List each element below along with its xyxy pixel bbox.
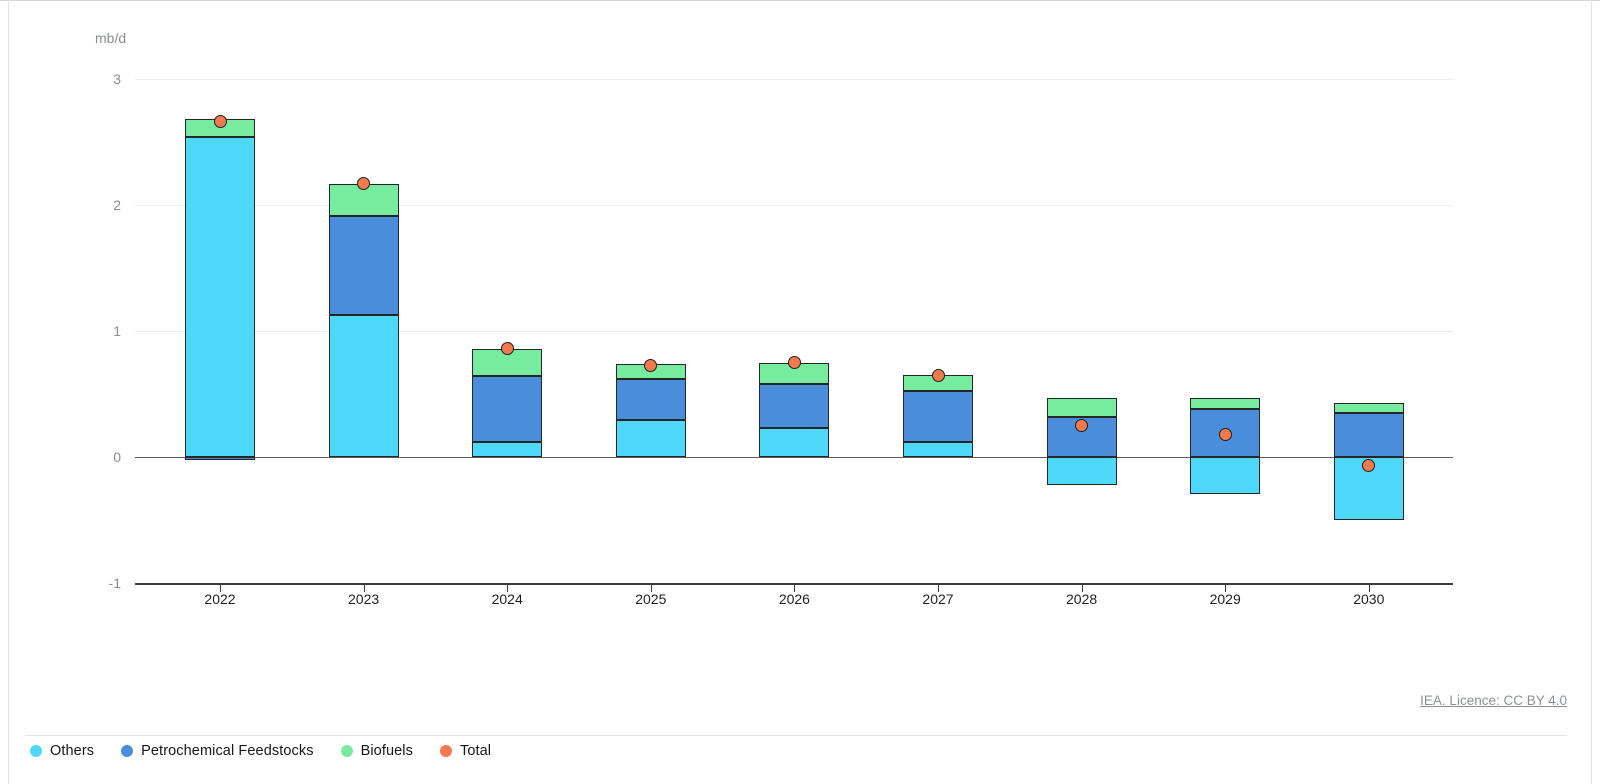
bar-segment-others-2025[interactable] xyxy=(615,420,686,457)
total-point-2026[interactable] xyxy=(787,356,801,369)
legend-item-total[interactable]: Total xyxy=(439,743,492,759)
bar-segment-petrochemical-feedstocks-2027[interactable] xyxy=(903,391,973,442)
bar-segment-biofuels-2030[interactable] xyxy=(1333,402,1404,413)
total-point-2030[interactable] xyxy=(1362,459,1376,473)
total-point-2027[interactable] xyxy=(931,368,945,382)
x-axis-tick-2022 xyxy=(220,585,221,592)
total-point-2024[interactable] xyxy=(500,342,514,356)
legend-item-others[interactable]: Others xyxy=(30,743,94,759)
x-axis-tick-2026 xyxy=(794,585,796,592)
total-series-dot-icon xyxy=(439,745,452,757)
bar-segment-petrochemical-feedstocks-2022[interactable] xyxy=(185,457,255,460)
x-axis-label-2027: 2027 xyxy=(922,591,954,607)
bar-segment-others-2022[interactable] xyxy=(185,136,255,457)
legend-label-others: Others xyxy=(50,743,95,759)
x-axis-tick-2028 xyxy=(1081,585,1083,592)
bar-segment-others-2027[interactable] xyxy=(903,441,973,457)
gridline-y-3 xyxy=(135,79,1453,80)
x-axis-label-2022: 2022 xyxy=(204,591,236,607)
bar-segment-biofuels-2028[interactable] xyxy=(1046,397,1117,417)
total-point-2025[interactable] xyxy=(644,358,658,372)
zero-baseline xyxy=(135,457,1453,458)
x-axis-label-2030: 2030 xyxy=(1353,591,1385,607)
legend-divider xyxy=(25,735,1567,736)
bar-segment-others-2023[interactable] xyxy=(328,314,399,457)
x-axis-label-2023: 2023 xyxy=(348,591,380,607)
bar-segment-petrochemical-feedstocks-2030[interactable] xyxy=(1333,412,1404,457)
legend-label-biofuels: Biofuels xyxy=(360,743,413,759)
panel-top-border xyxy=(0,0,1600,1)
bar-segment-petrochemical-feedstocks-2026[interactable] xyxy=(759,383,830,428)
legend-item-biofuels[interactable]: Biofuels xyxy=(340,743,413,759)
petrochemical-series-dot-icon xyxy=(121,745,134,757)
bar-segment-others-2029[interactable] xyxy=(1190,457,1261,494)
legend-label-petrochemical-feedstocks: Petrochemical Feedstocks xyxy=(141,743,314,759)
total-point-2028[interactable] xyxy=(1075,419,1089,432)
x-axis-tick-2023 xyxy=(363,585,365,592)
x-axis-label-2024: 2024 xyxy=(491,591,523,607)
gridline-y-1 xyxy=(135,331,1453,332)
biofuels-series-dot-icon xyxy=(340,745,353,757)
gridline-y-2 xyxy=(135,205,1453,206)
y-axis-tick-label-3: 3 xyxy=(113,71,121,87)
bar-segment-petrochemical-feedstocks-2023[interactable] xyxy=(328,216,399,315)
bar-segment-others-2028[interactable] xyxy=(1046,457,1117,485)
total-point-2023[interactable] xyxy=(357,177,371,191)
bar-segment-biofuels-2029[interactable] xyxy=(1190,397,1261,410)
x-axis-tick-2024 xyxy=(507,585,509,592)
x-axis-label-2028: 2028 xyxy=(1066,591,1098,607)
bar-segment-petrochemical-feedstocks-2025[interactable] xyxy=(615,378,686,421)
panel-right-border xyxy=(1591,0,1592,784)
y-axis-tick-label-0: 0 xyxy=(113,449,121,465)
y-axis-tick-label-1: 1 xyxy=(113,323,121,339)
x-axis-line xyxy=(135,583,1453,585)
x-axis-tick-2030 xyxy=(1368,585,1370,592)
licence-link[interactable]: IEA. Licence: CC BY 4.0 xyxy=(1420,693,1567,708)
x-axis-label-2025: 2025 xyxy=(635,591,667,607)
x-axis-label-2029: 2029 xyxy=(1209,591,1241,607)
panel-left-border xyxy=(8,0,9,784)
bar-segment-petrochemical-feedstocks-2024[interactable] xyxy=(472,376,543,442)
chart-legend: Others Petrochemical Feedstocks Biofuels… xyxy=(30,743,491,759)
y-axis-tick-label-2: 2 xyxy=(113,197,121,213)
total-point-2029[interactable] xyxy=(1218,427,1232,441)
x-axis-tick-2025 xyxy=(650,585,652,592)
bar-segment-others-2026[interactable] xyxy=(759,428,830,457)
x-axis-tick-2027 xyxy=(938,585,939,592)
x-axis-tick-2029 xyxy=(1225,585,1227,592)
others-series-dot-icon xyxy=(30,745,42,757)
total-point-2022[interactable] xyxy=(213,115,227,129)
legend-label-total: Total xyxy=(459,743,492,759)
bar-segment-others-2024[interactable] xyxy=(472,441,543,457)
y-axis-unit-label: mb/d xyxy=(95,30,127,46)
x-axis-label-2026: 2026 xyxy=(778,591,810,607)
legend-item-petrochemical-feedstocks[interactable]: Petrochemical Feedstocks xyxy=(121,743,313,759)
y-axis-tick-label--1: -1 xyxy=(108,575,121,591)
